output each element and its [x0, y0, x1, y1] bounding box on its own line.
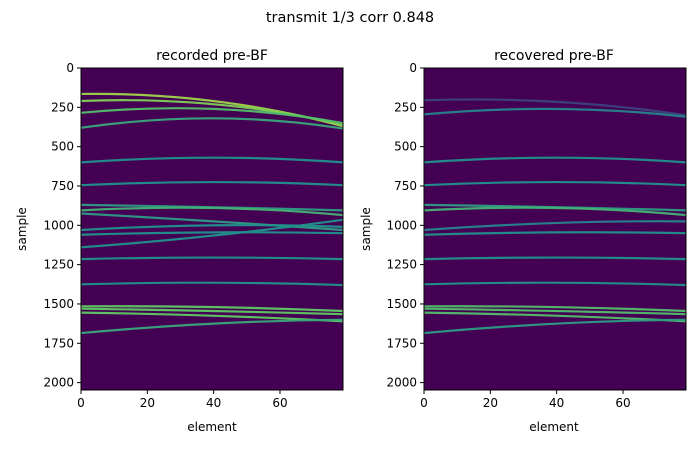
y-tick-label: 1000: [386, 218, 417, 232]
echo-curve: [424, 180, 686, 187]
y-ticks-recovered: 0 250 500 750 1000 1250 1500 1750 2000: [386, 61, 424, 390]
x-tick-label: 40: [206, 396, 221, 410]
echo-curve: [424, 281, 686, 287]
echo-curve: [424, 220, 686, 232]
panel-recorded: recorded pre-BF 0 20 40 60 0 250 500 750 1000 12…: [15, 48, 344, 434]
x-tick-label: 40: [549, 396, 564, 410]
echo-curve: [424, 318, 686, 335]
echo-curve: [81, 117, 343, 130]
y-tick-label: 750: [394, 179, 417, 193]
x-tick-label: 20: [483, 396, 498, 410]
echo-curve: [424, 256, 686, 261]
echo-curve: [424, 305, 686, 313]
y-tick-label: 1750: [386, 336, 417, 350]
echo-curve: [81, 206, 343, 217]
x-ticks-recorded: 0 20 40 60: [77, 390, 288, 410]
echo-curve: [81, 256, 343, 261]
y-tick-label: 1250: [386, 258, 417, 272]
axes-frame: [80, 67, 344, 391]
echo-curve: [424, 206, 686, 217]
echo-curve: [81, 231, 343, 236]
echo-curve: [81, 224, 343, 232]
echo-curve: [81, 156, 343, 164]
x-ticks-recovered: 0 20 40 60: [420, 390, 631, 410]
echo-curve: [81, 305, 343, 313]
y-tick-label: 500: [394, 140, 417, 154]
echo-curve: [81, 318, 343, 335]
x-axis-label-recovered: element: [529, 420, 579, 434]
echo-curve: [424, 98, 686, 117]
y-tick-label: 1000: [43, 218, 74, 232]
echo-curve: [424, 307, 686, 316]
echo-curve: [424, 231, 686, 236]
y-tick-label: 250: [394, 100, 417, 114]
echo-curve: [424, 156, 686, 164]
y-axis-label-recovered: sample: [359, 207, 373, 251]
y-tick-label: 0: [409, 61, 417, 75]
axes-frame: [423, 67, 687, 391]
echo-curve: [81, 180, 343, 187]
y-axis-label-recorded: sample: [15, 207, 29, 251]
panel-title-recorded: recorded pre-BF: [156, 48, 268, 64]
y-tick-label: 2000: [386, 376, 417, 390]
echo-curve: [81, 107, 343, 125]
echo-curve: [81, 307, 343, 316]
y-tick-label: 0: [66, 61, 74, 75]
x-tick-label: 0: [77, 396, 85, 410]
echo-curve: [424, 107, 686, 118]
panel-recovered: recovered pre-BF 0 20 40 60 0 250 500 750 1000 1…: [359, 48, 687, 434]
x-tick-label: 60: [272, 396, 287, 410]
y-tick-label: 2000: [43, 376, 74, 390]
y-tick-label: 1750: [43, 336, 74, 350]
echo-curve: [81, 212, 343, 232]
x-tick-label: 0: [420, 396, 428, 410]
y-tick-label: 250: [51, 100, 74, 114]
figure-suptitle: transmit 1/3 corr 0.848: [266, 10, 434, 26]
y-tick-label: 750: [51, 179, 74, 193]
heatmap-background: [424, 68, 686, 390]
y-ticks-recorded: 0 250 500 750 1000 1250 1500 1750 2000: [43, 61, 81, 390]
x-tick-label: 20: [140, 396, 155, 410]
panel-title-recovered: recovered pre-BF: [494, 48, 614, 64]
echo-curve: [81, 218, 343, 249]
y-tick-label: 1500: [386, 297, 417, 311]
x-tick-label: 60: [615, 396, 630, 410]
heatmap-recorded: [80, 67, 344, 391]
heatmap-recovered: [423, 67, 687, 391]
y-tick-label: 1250: [43, 258, 74, 272]
y-tick-label: 500: [51, 140, 74, 154]
echo-curve: [81, 281, 343, 287]
y-tick-label: 1500: [43, 297, 74, 311]
x-axis-label-recorded: element: [187, 420, 237, 434]
